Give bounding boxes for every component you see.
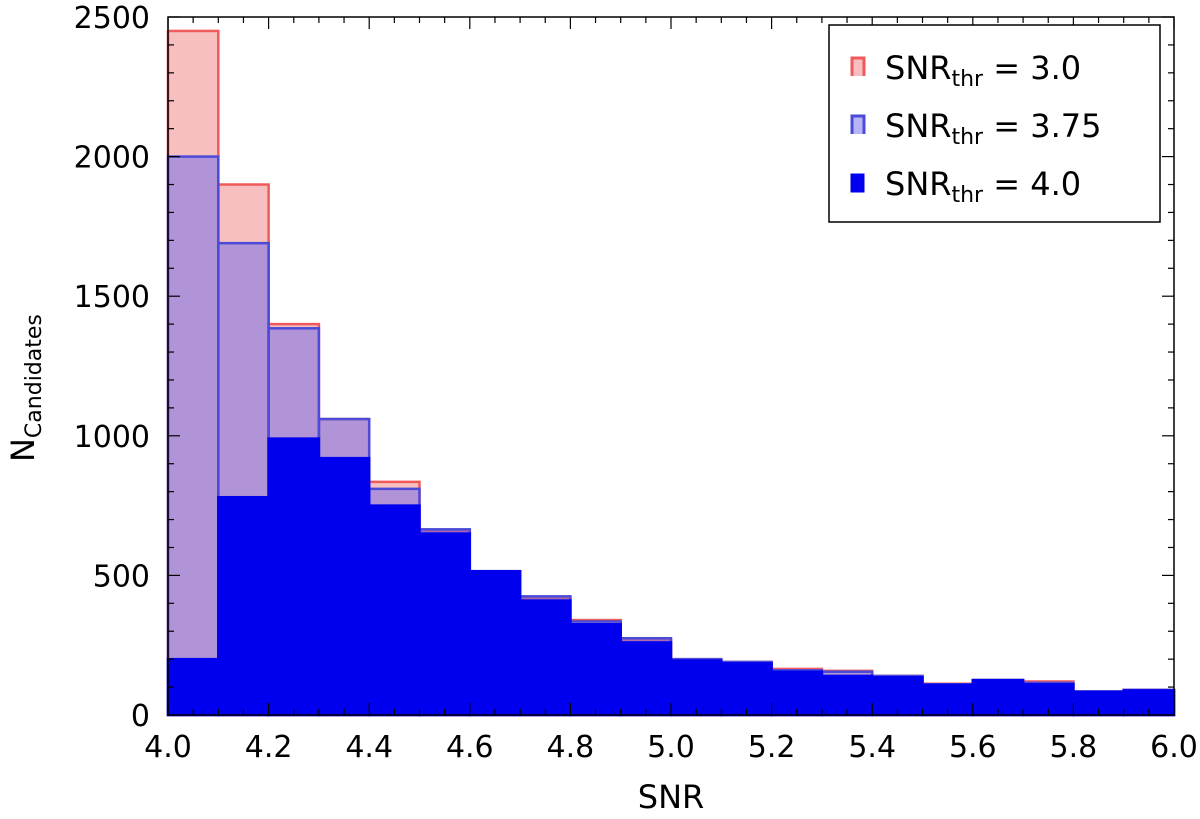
- tick-labels: 4.0 4.2 4.4 4.6 4.8 5.0 5.2 5.4 5.6 5.8 6.0 0 500 100…: [74, 1, 1198, 765]
- bar-series-3-bin-6: [418, 532, 472, 717]
- bar-series-3-bin-11: [669, 659, 723, 717]
- bar-series-3-bin-7: [468, 569, 522, 717]
- x-tick-label: 4.8: [547, 730, 595, 765]
- x-tick-label: 5.4: [848, 730, 896, 765]
- y-tick-label: 2500: [74, 1, 150, 36]
- legend-entry-1: SNRthr = 3.0: [850, 49, 1081, 92]
- x-tick-label: 4.2: [245, 730, 293, 765]
- x-tick-label: 5.6: [949, 730, 997, 765]
- x-tick-label: 5.2: [748, 730, 796, 765]
- x-tick-label: 4.0: [144, 730, 192, 765]
- bar-series-3-bin-2: [217, 495, 270, 717]
- bar-series-3-bin-8: [518, 599, 572, 717]
- x-tick-label: 4.6: [446, 730, 494, 765]
- x-tick-label: 4.4: [345, 730, 393, 765]
- bar-series-3-bin-5: [367, 504, 421, 717]
- bar-series-3-bin-12: [720, 662, 773, 717]
- bar-series-3-bin-3: [267, 437, 321, 717]
- legend-label-value: = 3.75: [983, 107, 1101, 145]
- y-axis-label-main: N: [4, 438, 42, 462]
- legend-label-value: = 4.0: [983, 165, 1081, 203]
- bar-series-3-bin-10: [619, 641, 673, 717]
- legend-label-sub: thr: [951, 125, 984, 150]
- legend-entry-2: SNRthr = 3.75: [850, 107, 1102, 150]
- series-3: [166, 437, 1176, 717]
- y-tick-label: 1500: [74, 280, 150, 315]
- axis-ticks: [167, 16, 1175, 716]
- bar-series-3-bin-9: [569, 623, 622, 717]
- bar-series-3-bin-15: [870, 676, 924, 717]
- bar-series-3-bin-13: [770, 670, 824, 717]
- legend-swatch: [850, 56, 866, 76]
- legend-label-sub: thr: [951, 183, 984, 208]
- x-axis-label: SNR: [638, 778, 704, 816]
- x-tick-label: 6.0: [1150, 730, 1198, 765]
- legend-label-main: SNR: [885, 165, 951, 203]
- x-tick-label: 5.8: [1050, 730, 1098, 765]
- x-tick-label: 5.0: [647, 730, 695, 765]
- legend-label: SNRthr = 3.75: [885, 107, 1102, 150]
- y-axis-label-sub: Candidates: [22, 314, 47, 438]
- legend-entry-3: SNRthr = 4.0: [850, 165, 1081, 208]
- legend-swatch: [850, 114, 866, 134]
- y-tick-label: 1000: [74, 420, 150, 455]
- y-axis-label: NCandidates: [4, 314, 47, 462]
- y-tick-label: 500: [93, 559, 150, 594]
- legend-label-value: = 3.0: [983, 49, 1081, 87]
- legend-swatch: [850, 173, 865, 193]
- legend-box: [828, 24, 1161, 223]
- histogram-bars: [166, 29, 1176, 717]
- bar-series-3-bin-4: [317, 456, 371, 717]
- bar-series-3-bin-1: [166, 657, 220, 717]
- legend-label-main: SNR: [885, 49, 951, 87]
- y-tick-label: 0: [131, 699, 150, 734]
- legend-label: SNRthr = 3.0: [885, 49, 1081, 92]
- legend-label: SNRthr = 4.0: [885, 165, 1081, 208]
- bar-series-3-bin-14: [820, 674, 874, 717]
- legend-label-main: SNR: [885, 107, 951, 145]
- y-tick-label: 2000: [74, 141, 150, 176]
- legend-label-sub: thr: [951, 67, 984, 92]
